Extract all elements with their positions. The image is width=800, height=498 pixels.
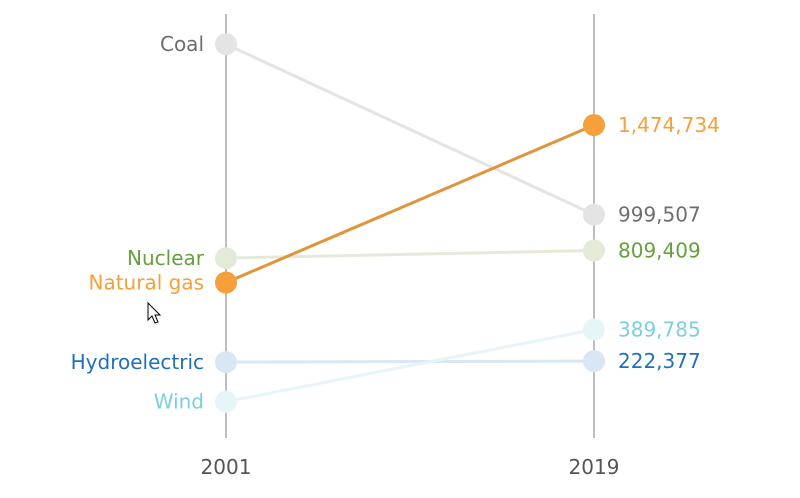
point-coal-2019 xyxy=(583,203,605,226)
line-hydroelectric xyxy=(225,359,595,364)
point-hydroelectric-2019 xyxy=(583,350,605,373)
tick-label-2019: 2019 xyxy=(569,455,620,479)
value-label-nuclear: 809,409 xyxy=(618,238,701,262)
line-nuclear xyxy=(225,248,595,260)
point-wind-2019 xyxy=(583,318,605,341)
line-coal xyxy=(225,42,595,217)
value-label-natural-gas: 1,474,734 xyxy=(618,113,720,137)
value-label-coal: 999,507 xyxy=(618,203,701,227)
point-wind-2001 xyxy=(215,390,237,413)
line-wind xyxy=(225,328,595,404)
point-coal-2001 xyxy=(215,33,237,56)
point-nuclear-2001 xyxy=(215,247,237,270)
series-label-hydroelectric: Hydroelectric xyxy=(71,350,204,374)
point-hydroelectric-2001 xyxy=(215,351,237,374)
point-natural-gas-2019 xyxy=(583,114,605,137)
point-natural-gas-2001 xyxy=(215,271,237,294)
point-nuclear-2019 xyxy=(583,239,605,262)
line-natural-gas xyxy=(225,123,595,284)
value-label-hydroelectric: 222,377 xyxy=(618,349,701,373)
series-label-wind: Wind xyxy=(154,390,204,414)
value-label-wind: 389,785 xyxy=(618,318,701,342)
series-label-coal: Coal xyxy=(160,32,204,56)
series-label-natural-gas: Natural gas xyxy=(89,271,205,295)
mouse-cursor-icon xyxy=(147,301,162,324)
tick-label-2001: 2001 xyxy=(201,455,252,479)
series-label-nuclear: Nuclear xyxy=(127,246,205,270)
